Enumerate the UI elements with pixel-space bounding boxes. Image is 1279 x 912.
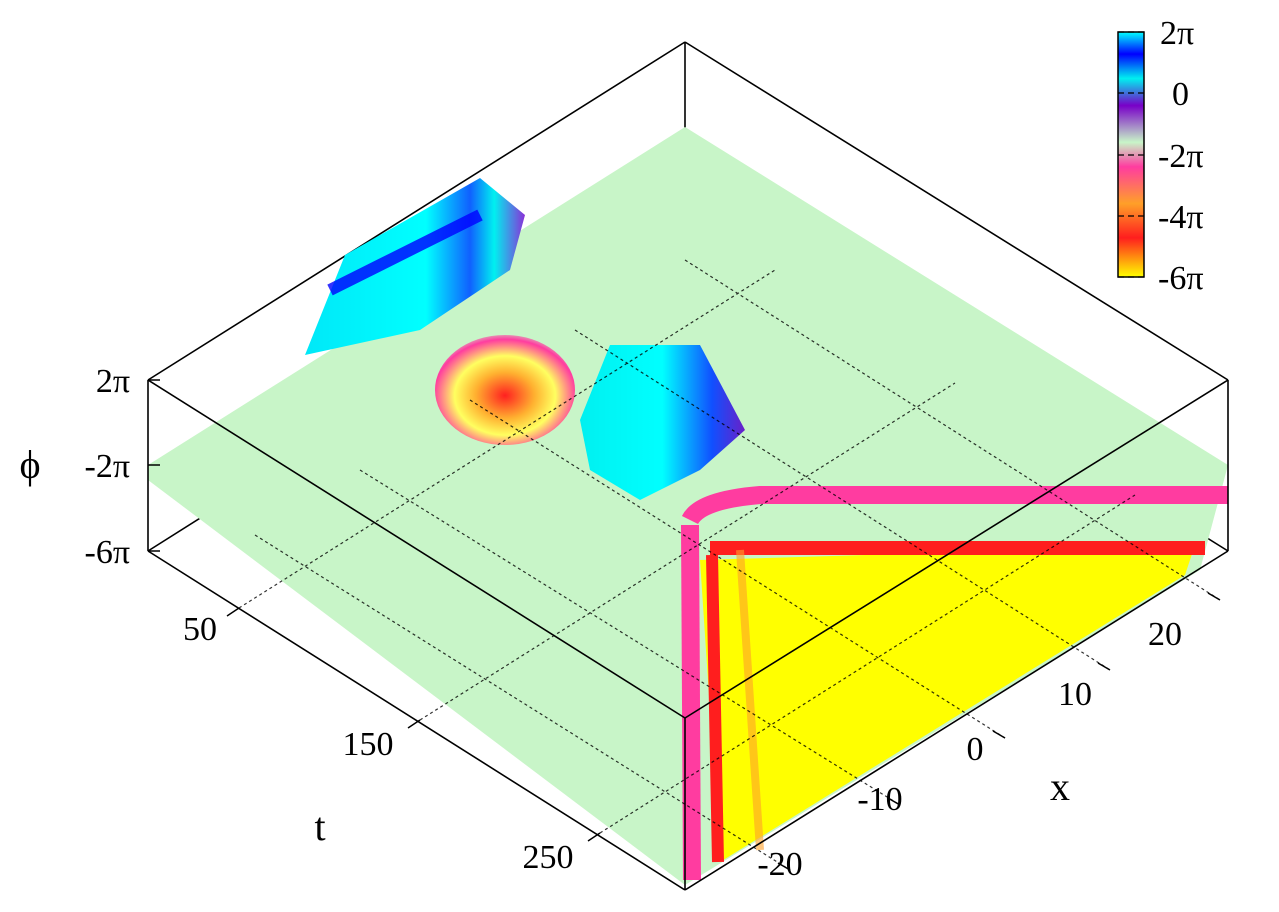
t-tick-label: 150 bbox=[343, 726, 394, 763]
colorbar-tick-lines bbox=[1118, 31, 1144, 278]
grid-line-x-20 bbox=[684, 259, 1221, 601]
box-edge-mid-left bbox=[147, 379, 686, 719]
box-edge-top-left bbox=[147, 41, 686, 381]
colorbar-tick-label: -6π bbox=[1158, 260, 1204, 297]
breather-blue bbox=[580, 345, 745, 500]
grid-line-x-10 bbox=[574, 329, 1111, 671]
surface-plateau bbox=[700, 545, 1195, 862]
x-tick-label: 0 bbox=[967, 731, 984, 768]
box-edge-mid-right bbox=[684, 379, 1229, 719]
t-axis-title: t bbox=[314, 804, 325, 849]
x-tick-label: -20 bbox=[757, 846, 802, 883]
kink-wall-left-edge bbox=[736, 549, 764, 851]
box-edge-front-right bbox=[684, 550, 1229, 891]
x-axis-title: x bbox=[1050, 764, 1070, 809]
x-tick-mark-3 bbox=[1097, 662, 1111, 671]
colorbar-tick-label: 0 bbox=[1172, 76, 1189, 113]
x-tick-mark-0 bbox=[777, 862, 791, 871]
x-tick-mark-4 bbox=[1207, 592, 1221, 601]
x-tick-label: 10 bbox=[1058, 676, 1092, 713]
t-tick-mark-1 bbox=[407, 719, 421, 729]
colorbar-tick-label: -2π bbox=[1158, 138, 1204, 175]
box-front-edges bbox=[147, 379, 1229, 891]
t-tick-mark-2 bbox=[587, 832, 601, 842]
box-edge-front-left bbox=[147, 550, 686, 891]
t-tick-mark-0 bbox=[226, 607, 240, 617]
t-tick-label: 250 bbox=[523, 839, 574, 876]
z-tick-label: -2π bbox=[85, 448, 131, 485]
z-tick-label: -6π bbox=[85, 534, 131, 571]
x-tick-mark-1 bbox=[887, 797, 901, 806]
t-tick-label: 50 bbox=[183, 611, 217, 648]
x-axis: -20 -10 0 10 20 x bbox=[757, 592, 1221, 883]
colorbar-tick-label: -4π bbox=[1158, 199, 1204, 236]
z-tick-label: 2π bbox=[96, 363, 130, 400]
kink-wall-left-inner bbox=[706, 554, 724, 863]
grid-line-x-m10 bbox=[359, 469, 901, 806]
z-axis-title: ϕ bbox=[19, 442, 40, 487]
x-tick-label: -10 bbox=[857, 781, 902, 818]
box-edge-top-right bbox=[684, 41, 1229, 381]
bump-ridge bbox=[327, 209, 483, 296]
x-tick-label: 20 bbox=[1148, 616, 1182, 653]
z-axis: 2π -2π -6π ϕ bbox=[19, 363, 160, 571]
kink-wall-left bbox=[681, 524, 701, 881]
breather-red bbox=[435, 335, 575, 445]
colorbar: 2π 0 -2π -4π -6π bbox=[1117, 15, 1204, 297]
colorbar-tick-label: 2π bbox=[1160, 15, 1194, 52]
kink-wall-top bbox=[681, 486, 1228, 525]
grid-line-t-50 bbox=[238, 269, 776, 609]
t-axis: 50 150 250 t bbox=[183, 607, 601, 876]
x-tick-mark-2 bbox=[992, 730, 1006, 739]
floor-grid bbox=[238, 259, 1221, 871]
